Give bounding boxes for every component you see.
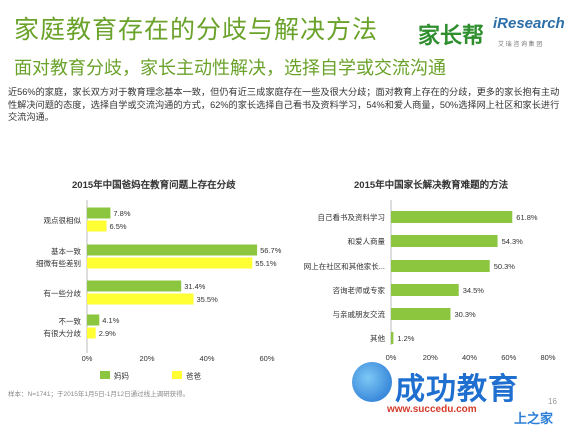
left-chart-category-label: 不一致 xyxy=(59,316,82,326)
left-chart-category-label: 观点很相似 xyxy=(44,215,82,225)
watermark-logo-icon xyxy=(352,362,392,402)
right-chart-tick-label: 40% xyxy=(462,353,477,362)
left-chart-legend-swatch xyxy=(172,371,182,379)
left-chart-legend-label: 爸爸 xyxy=(186,371,201,381)
left-chart-bar xyxy=(87,314,100,326)
left-chart-tick-label: 20% xyxy=(139,354,154,363)
right-chart-category-label: 与亲戚朋友交流 xyxy=(333,309,386,319)
summary-paragraph: 近56%的家庭，家长双方对于教育理念基本一致，但仍有近三成家庭存在一些及很大分歧… xyxy=(8,87,560,122)
left-chart-data-label: 6.5% xyxy=(110,222,127,231)
left-chart-category-label: 基本一致 xyxy=(51,246,81,256)
page-title: 家庭教育存在的分歧与解决方法 xyxy=(14,16,379,44)
left-chart-bar xyxy=(87,207,111,219)
sample-footnote: 样本：N=1741；于2015年1月5日-1月12日通过线上调研获得。 xyxy=(8,391,190,398)
right-chart-tick-label: 60% xyxy=(501,353,516,362)
right-chart-tick-label: 80% xyxy=(540,353,555,362)
right-chart-category-label: 自己看书及资料学习 xyxy=(318,212,386,222)
right-chart-category-label: 咨询老师或专家 xyxy=(333,285,386,295)
right-chart-bar xyxy=(391,260,490,272)
right-chart-data-label: 54.3% xyxy=(502,237,524,246)
right-chart-data-label: 34.5% xyxy=(463,286,485,295)
right-chart-bar xyxy=(391,332,394,344)
right-chart-data-label: 61.8% xyxy=(516,213,538,222)
right-chart-bar xyxy=(391,211,513,223)
left-chart-data-label: 4.1% xyxy=(102,316,119,325)
page-subtitle: 面对教育分歧，家长主动性解决，选择自学或交流沟通 xyxy=(14,58,446,78)
left-chart-bar xyxy=(87,280,182,292)
right-chart-category-label: 其他 xyxy=(370,333,385,343)
watermark-corner-text: 上之家 xyxy=(514,411,554,426)
left-chart-data-label: 56.7% xyxy=(260,246,282,255)
left-chart-bar xyxy=(87,244,258,256)
left-chart-bar xyxy=(87,327,96,339)
page-number: 16 xyxy=(548,397,557,406)
iresearch-logo: iResearch xyxy=(493,15,565,32)
left-chart-category-label: 有一些分歧 xyxy=(44,288,82,298)
right-chart-data-label: 30.3% xyxy=(454,310,476,319)
left-chart-bar xyxy=(87,257,253,269)
left-chart-bar xyxy=(87,293,194,305)
left-chart-legend-label: 妈妈 xyxy=(114,371,129,381)
left-chart-tick-label: 60% xyxy=(259,354,274,363)
watermark-url: www.succedu.com xyxy=(387,404,477,415)
iresearch-logo-subtext: 艾 瑞 咨 询 集 团 xyxy=(498,42,543,48)
left-chart-data-label: 31.4% xyxy=(184,282,206,291)
left-chart-data-label: 55.1% xyxy=(255,259,277,268)
right-chart-bar xyxy=(391,308,451,320)
left-chart-title: 2015年中国爸妈在教育问题上存在分歧 xyxy=(72,180,236,191)
right-chart-title: 2015年中国家长解决教育难题的方法 xyxy=(354,180,509,191)
right-chart-tick-label: 20% xyxy=(423,353,438,362)
left-chart-tick-label: 0% xyxy=(82,354,93,363)
left-chart-tick-label: 40% xyxy=(199,354,214,363)
jiazhangbang-logo: 家长帮 xyxy=(418,23,485,48)
right-chart-bar xyxy=(391,284,459,296)
left-chart-legend-swatch xyxy=(100,371,110,379)
right-chart-data-label: 50.3% xyxy=(494,262,516,271)
watermark-text: 成功教育 xyxy=(395,373,519,406)
right-chart-bar xyxy=(391,235,498,247)
left-chart-data-label: 2.9% xyxy=(99,329,116,338)
right-chart-category-label: 和爱人商量 xyxy=(348,236,386,246)
right-chart-tick-label: 0% xyxy=(386,353,397,362)
right-chart-category-label: 网上在社区和其他家长... xyxy=(304,261,385,271)
right-chart-data-label: 1.2% xyxy=(397,334,414,343)
left-chart-data-label: 7.8% xyxy=(113,209,130,218)
left-chart-data-label: 35.5% xyxy=(197,295,219,304)
left-chart-category-label: 细微有些差别 xyxy=(36,258,81,268)
left-chart-bar xyxy=(87,220,107,232)
left-chart-category-label: 有很大分歧 xyxy=(44,328,82,338)
